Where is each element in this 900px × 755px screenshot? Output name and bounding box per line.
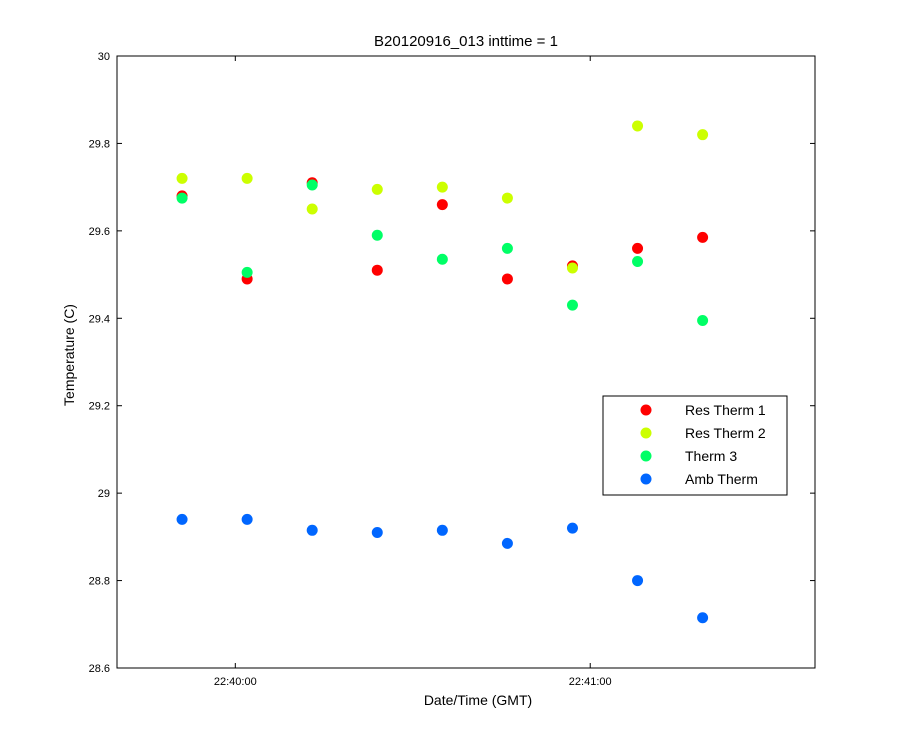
point-therm-3 [371,229,383,241]
point-res-therm-2 [371,183,383,195]
y-tick-label: 29.8 [89,138,110,150]
y-tick-label: 28.8 [89,576,110,588]
legend-label-amb-therm: Amb Therm [685,471,758,487]
legend-label-therm-3: Therm 3 [685,448,737,464]
point-amb-therm [436,524,448,536]
point-therm-3 [436,253,448,265]
point-therm-3 [241,266,253,278]
x-tick-label: 22:40:00 [214,676,257,688]
y-tick-label: 29.6 [89,226,110,238]
legend-label-res-therm-1: Res Therm 1 [685,402,766,418]
point-therm-3 [501,242,513,254]
point-res-therm-2 [566,262,578,274]
point-res-therm-2 [697,129,709,141]
y-tick-label: 30 [98,51,110,63]
x-axis: 22:40:00 22:41:00 [214,56,612,688]
y-tick-label: 28.6 [89,663,110,675]
legend-marker-therm-3 [640,450,652,462]
y-axis-label: Temperature (C) [61,304,77,406]
point-amb-therm [697,612,709,624]
point-therm-3 [632,255,644,267]
legend-box [602,395,788,496]
y-axis: 28.6 28.8 29 29.2 29.4 29.6 29.8 30 [89,51,815,675]
legend-marker-amb-therm [640,473,652,485]
point-res-therm-2 [306,203,318,215]
point-amb-therm [501,537,513,549]
point-res-therm-1 [697,231,709,243]
x-axis-label: Date/Time (GMT) [424,692,532,708]
point-res-therm-2 [632,120,644,132]
y-tick-label: 29.2 [89,401,110,413]
point-res-therm-1 [501,273,513,285]
plot-area [116,55,816,669]
point-res-therm-1 [371,264,383,276]
chart-title: B20120916_013 inttime = 1 [374,33,558,50]
legend-marker-res-therm-1 [640,404,652,416]
point-amb-therm [371,526,383,538]
data-points [176,120,709,624]
point-amb-therm [632,575,644,587]
point-therm-3 [306,179,318,191]
point-amb-therm [176,513,188,525]
point-therm-3 [176,192,188,204]
y-tick-label: 29 [98,488,110,500]
x-tick-label: 22:41:00 [569,676,612,688]
point-therm-3 [697,314,709,326]
legend-marker-res-therm-2 [640,427,652,439]
point-res-therm-1 [436,199,448,211]
point-res-therm-2 [241,172,253,184]
point-res-therm-2 [501,192,513,204]
point-amb-therm [566,522,578,534]
point-res-therm-1 [632,242,644,254]
point-therm-3 [566,299,578,311]
y-tick-label: 29.4 [89,313,110,325]
point-res-therm-2 [176,172,188,184]
point-amb-therm [241,513,253,525]
legend: Res Therm 1 Res Therm 2 Therm 3 Amb Therm [602,395,788,496]
point-res-therm-2 [436,181,448,193]
point-amb-therm [306,524,318,536]
legend-label-res-therm-2: Res Therm 2 [685,425,766,441]
